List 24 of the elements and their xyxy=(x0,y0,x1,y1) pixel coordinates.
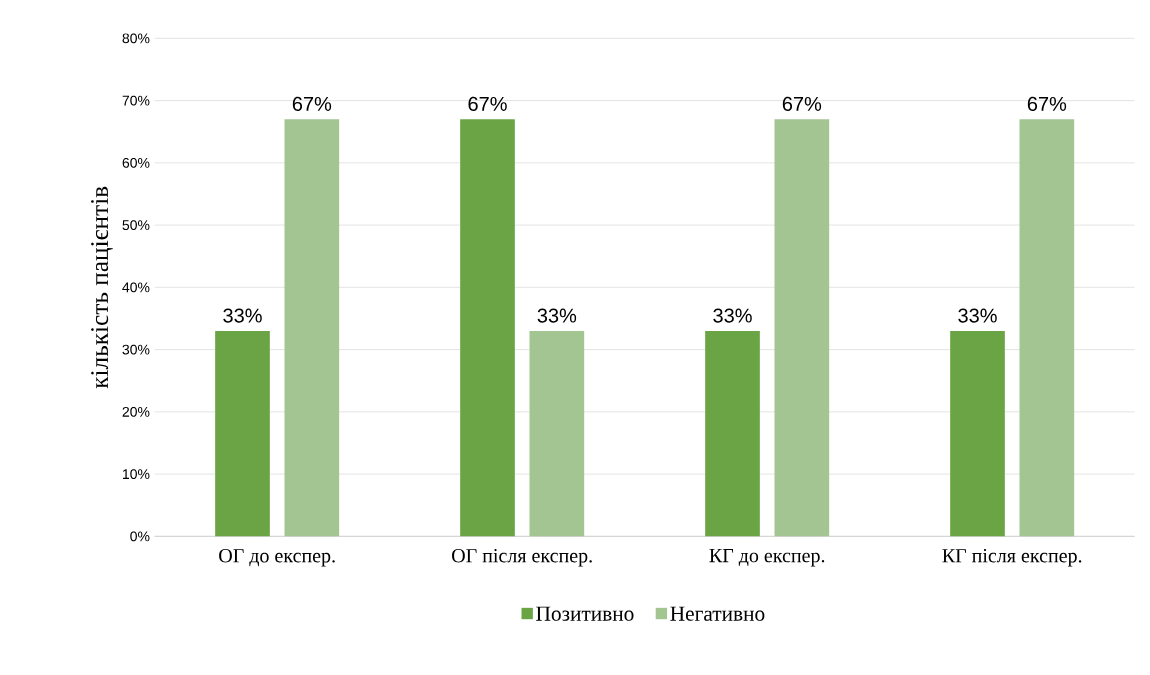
data-label: 33% xyxy=(537,308,577,323)
legend-label: Позитивно xyxy=(536,606,634,621)
y-tick-label: 30% xyxy=(122,344,150,355)
data-label: 33% xyxy=(713,308,752,323)
x-tick-label: ОГ після експер. xyxy=(452,549,592,567)
data-label: 67% xyxy=(782,96,822,111)
data-label: 33% xyxy=(223,308,262,323)
data-label: 67% xyxy=(292,96,332,111)
y-tick-label: 0% xyxy=(130,531,150,542)
y-tick-label: 70% xyxy=(122,95,150,106)
y-tick-label: 20% xyxy=(122,406,150,417)
x-tick-label: ОГ до експер. xyxy=(219,549,335,567)
x-tick-label: КГ після експер. xyxy=(942,549,1082,567)
data-label: 33% xyxy=(958,308,997,323)
x-tick-label: КГ до експер. xyxy=(709,549,825,567)
y-tick-label: 80% xyxy=(122,33,150,44)
y-axis-title: кількість пацієнтів xyxy=(91,186,113,389)
y-tick-label: 10% xyxy=(123,469,150,480)
data-label: 67% xyxy=(468,96,507,111)
y-tick-label: 40% xyxy=(122,282,150,293)
y-tick-label: 50% xyxy=(122,220,150,231)
legend-label: Негативно xyxy=(670,606,765,621)
data-label: 67% xyxy=(1027,96,1067,111)
y-tick-label: 60% xyxy=(122,157,150,168)
